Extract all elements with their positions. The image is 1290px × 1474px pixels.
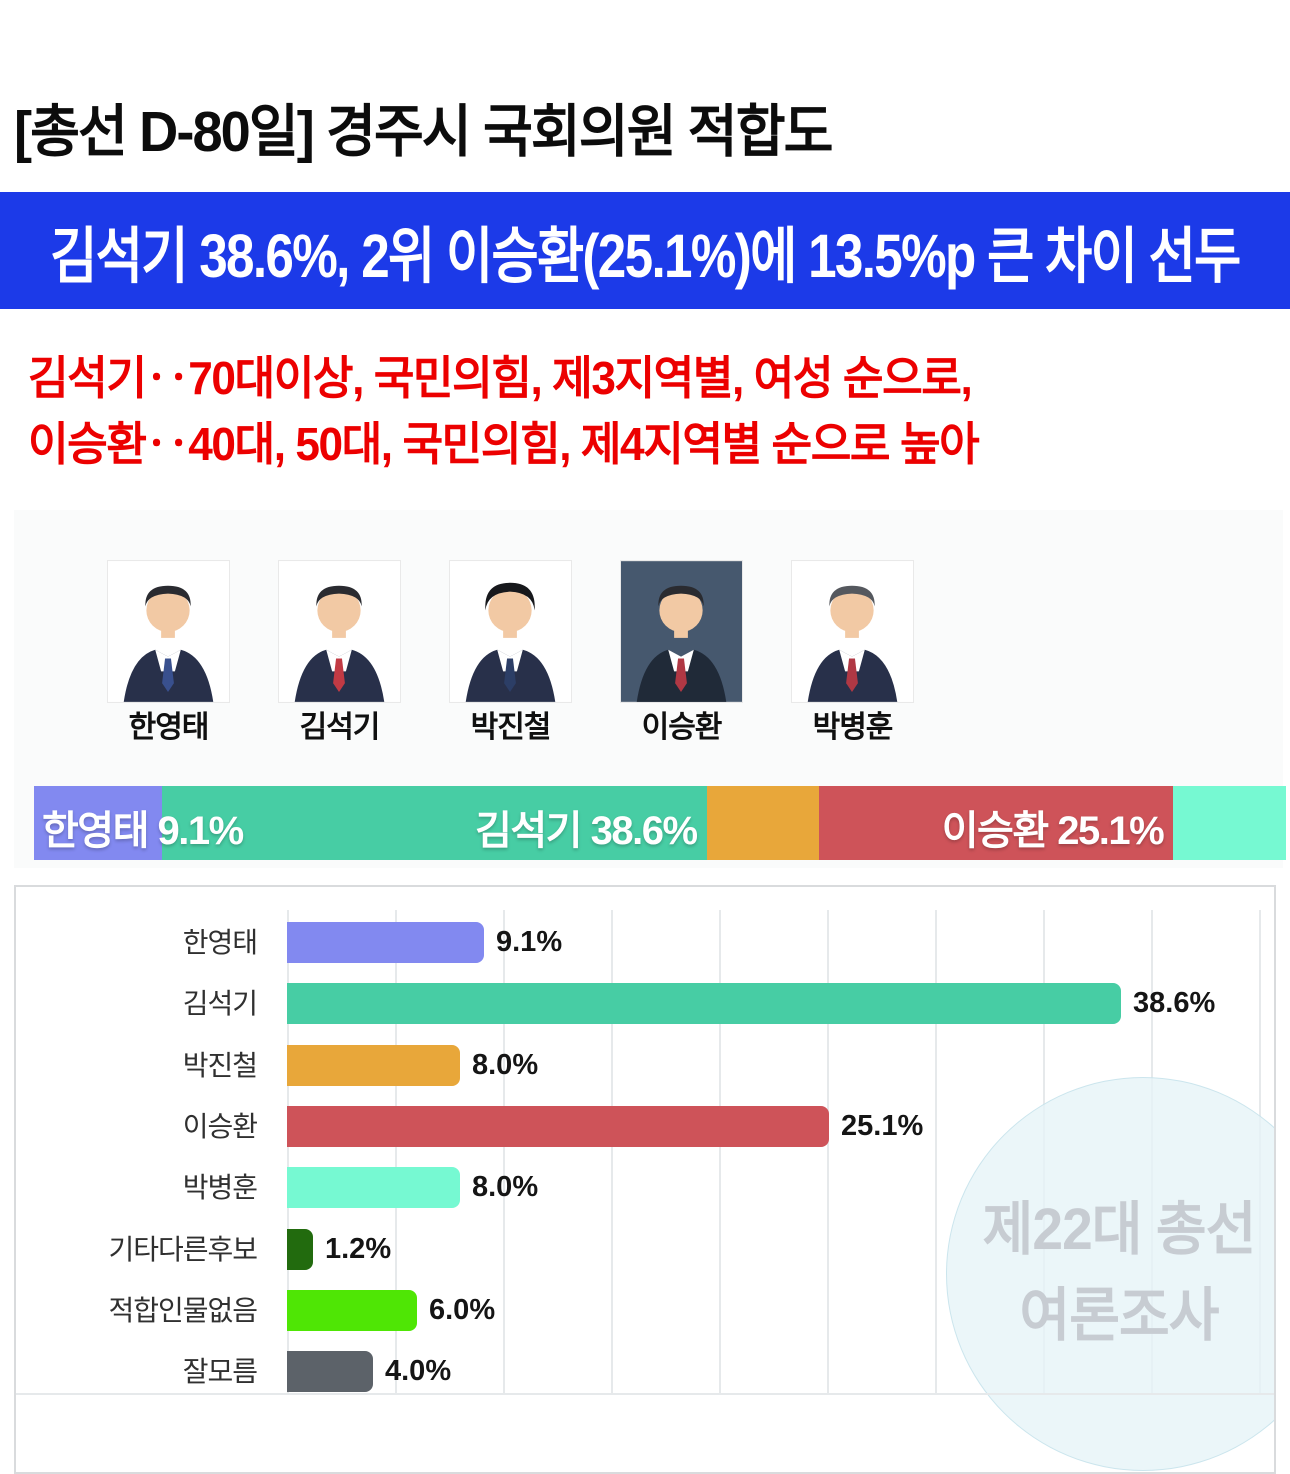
candidate-photo-3 bbox=[449, 560, 572, 703]
gridline bbox=[503, 910, 505, 1393]
gridline bbox=[611, 910, 613, 1393]
candidate-name-1: 한영태 bbox=[128, 711, 210, 744]
stacked-bar: 한영태 9.1% 김석기 38.6% 이승환 25.1% bbox=[34, 786, 1286, 860]
value-label: 38.6% bbox=[1133, 987, 1216, 1019]
value-label: 8.0% bbox=[472, 1049, 539, 1081]
value-label: 9.1% bbox=[496, 926, 563, 958]
stacked-segment-parkjincheol bbox=[706, 786, 820, 860]
category-label: 잘모름 bbox=[182, 1356, 258, 1387]
watermark-line-2: 여론조사 bbox=[1019, 1283, 1220, 1348]
person-icon bbox=[108, 561, 229, 702]
bar bbox=[287, 983, 1121, 1024]
category-label: 김석기 bbox=[182, 988, 258, 1019]
value-label: 8.0% bbox=[472, 1171, 539, 1203]
category-label: 한영태 bbox=[182, 927, 258, 958]
category-label: 박진철 bbox=[182, 1050, 258, 1081]
bar-chart-panel: 제22대 총선 여론조사 한영태 9.1% 김석기 38.6% 박진철 8.0%… bbox=[14, 885, 1276, 1474]
candidate-photo-4 bbox=[620, 560, 743, 703]
chart-row: 기타다른후보 1.2% bbox=[16, 1229, 1274, 1270]
watermark-circle bbox=[946, 1077, 1274, 1471]
segment-label: 한영태 9.1% bbox=[42, 809, 244, 853]
category-label: 이승환 bbox=[182, 1111, 258, 1142]
bar bbox=[287, 1290, 417, 1331]
value-label: 1.2% bbox=[325, 1233, 392, 1265]
stacked-segment-parkbyeonghun bbox=[1173, 786, 1286, 860]
gridline bbox=[935, 910, 937, 1393]
chart-baseline bbox=[16, 1393, 1274, 1395]
stacked-segment-hanyeongtae: 한영태 9.1% bbox=[34, 786, 244, 860]
headline-banner-text: 김석기 38.6%, 2위 이승환(25.1%)에 13.5%p 큰 차이 선두 bbox=[50, 222, 1241, 290]
category-label: 박병훈 bbox=[182, 1172, 258, 1203]
candidate-photo-5 bbox=[791, 560, 914, 703]
category-label: 기타다른후보 bbox=[108, 1234, 258, 1265]
bar bbox=[287, 1106, 829, 1147]
value-label: 4.0% bbox=[385, 1355, 452, 1387]
gridline bbox=[719, 910, 721, 1393]
bar bbox=[287, 1351, 373, 1392]
stacked-segment-kimseokgi: 김석기 38.6% bbox=[162, 786, 707, 860]
person-icon bbox=[279, 561, 400, 702]
candidate-name-2: 김석기 bbox=[299, 711, 381, 744]
person-icon bbox=[792, 561, 913, 702]
candidate-name-5: 박병훈 bbox=[812, 711, 894, 744]
bar bbox=[287, 1045, 460, 1086]
bar bbox=[287, 1167, 460, 1208]
stacked-segment-leeseunghwan: 이승환 25.1% bbox=[819, 786, 1174, 860]
person-icon bbox=[450, 561, 571, 702]
category-label: 적합인물없음 bbox=[108, 1295, 258, 1326]
segment-label: 김석기 38.6% bbox=[475, 809, 698, 853]
chart-row: 박진철 8.0% bbox=[16, 1045, 1274, 1086]
value-label: 25.1% bbox=[841, 1110, 924, 1142]
page-title: [총선 D-80일] 경주시 국회의원 적합도 bbox=[14, 100, 833, 164]
headline-banner: 김석기 38.6%, 2위 이승환(25.1%)에 13.5%p 큰 차이 선두 bbox=[0, 192, 1290, 309]
chart-row: 한영태 9.1% bbox=[16, 922, 1274, 963]
insight-text: 김석기‥70대이상, 국민의힘, 제3지역별, 여성 순으로, 이승환‥40대,… bbox=[28, 345, 980, 477]
chart-row: 잘모름 4.0% bbox=[16, 1351, 1274, 1392]
value-label: 6.0% bbox=[429, 1294, 496, 1326]
candidate-name-4: 이승환 bbox=[641, 711, 723, 744]
chart-row: 적합인물없음 6.0% bbox=[16, 1290, 1274, 1331]
person-icon bbox=[621, 561, 742, 702]
chart-row: 박병훈 8.0% bbox=[16, 1167, 1274, 1208]
gridline bbox=[287, 910, 289, 1393]
watermark-line-1: 제22대 총선 bbox=[982, 1197, 1257, 1262]
bar bbox=[287, 1229, 313, 1270]
chart-row: 김석기 38.6% bbox=[16, 983, 1274, 1024]
insight-line-2: 이승환‥40대, 50대, 국민의힘, 제4지역별 순으로 높아 bbox=[28, 418, 980, 470]
segment-label: 이승환 25.1% bbox=[941, 809, 1165, 853]
gridline bbox=[827, 910, 829, 1393]
candidate-photo-1 bbox=[107, 560, 230, 703]
chart-row: 이승환 25.1% bbox=[16, 1106, 1274, 1147]
gridline bbox=[395, 910, 397, 1393]
watermark-text: 제22대 총선 여론조사 bbox=[962, 1187, 1274, 1359]
candidate-photo-2 bbox=[278, 560, 401, 703]
insight-line-1: 김석기‥70대이상, 국민의힘, 제3지역별, 여성 순으로, bbox=[28, 352, 973, 404]
candidate-name-3: 박진철 bbox=[470, 711, 552, 744]
bar bbox=[287, 922, 484, 963]
